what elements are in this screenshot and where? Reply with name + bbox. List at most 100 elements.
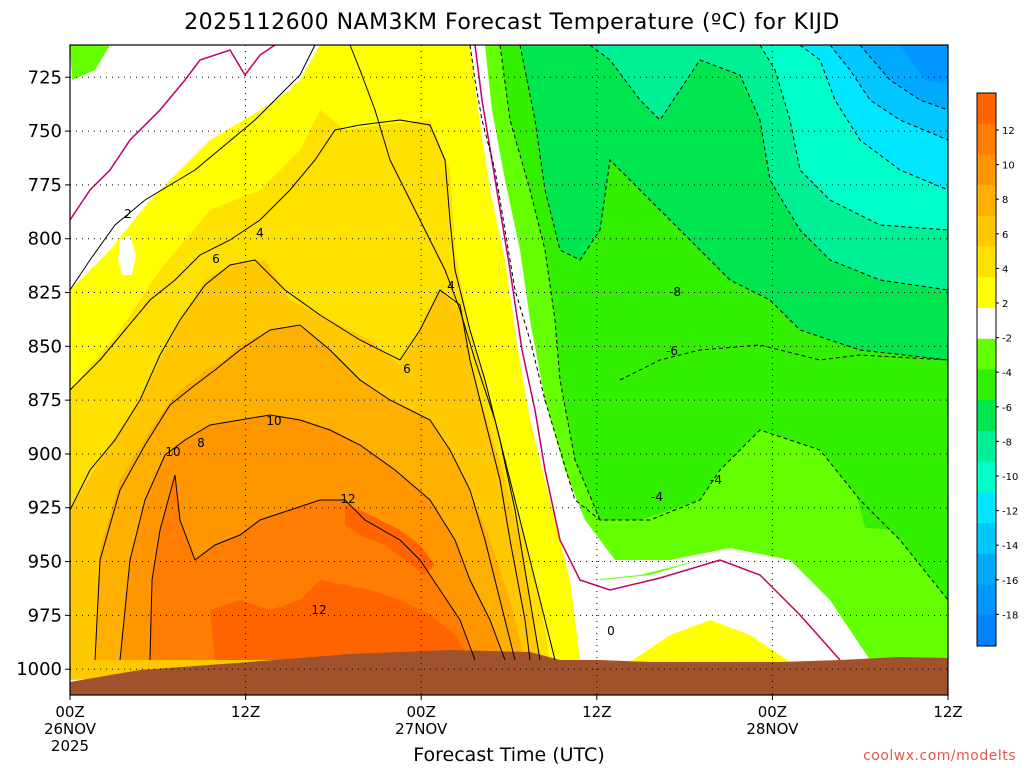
colorbar-label: -2 (1002, 334, 1012, 345)
y-tick-label: 975 (28, 605, 62, 626)
colorbar-label: 10 (1002, 161, 1015, 172)
y-tick-label: 875 (28, 390, 62, 411)
colorbar-swatch (977, 584, 996, 616)
contour-labels: 2 4 6 4 6 8 10 10 12 12 0 -8 -6 -4 -4 (124, 207, 722, 638)
contour-12-line (149, 474, 476, 661)
contour-label: 4 (256, 226, 264, 240)
x-tick-label: 00Z (758, 703, 787, 721)
colorbar-swatch (977, 154, 996, 186)
x-date-label: 28NOV (746, 720, 799, 738)
x-date-label: 26NOV (44, 720, 97, 738)
contour-6-line (69, 259, 531, 661)
x-tick-label: 00Z (55, 703, 84, 721)
contour-label: 12 (340, 492, 355, 506)
x-tick-label: 12Z (231, 703, 260, 721)
colorbar-label: -10 (1002, 472, 1018, 483)
region-green-blob-2 (642, 412, 668, 490)
colorbar-swatch (977, 246, 996, 278)
region-plus12b (210, 580, 470, 660)
y-tick-label: 775 (28, 175, 62, 196)
y-tick-label: 800 (28, 229, 62, 250)
region-minus20 (900, 45, 948, 85)
contour-label: 4 (447, 279, 455, 293)
y-tick-label: 1000 (16, 659, 62, 680)
colorbar-frame (976, 92, 997, 647)
grid (70, 45, 948, 695)
x-tick-label: 00Z (407, 703, 436, 721)
contour-label: -4 (710, 473, 722, 487)
colorbar-label: -6 (1002, 403, 1012, 414)
y-tick-label: 950 (28, 552, 62, 573)
colorbar-swatch (977, 523, 996, 555)
plot-frame (69, 44, 949, 696)
contour-label: 2 (124, 207, 132, 221)
contour-minus16-line (829, 44, 949, 141)
contour-minus14-line (799, 44, 949, 191)
y-tick-label: 850 (28, 336, 62, 357)
colorbar-label: 2 (1002, 299, 1008, 310)
colorbar-swatch (977, 93, 996, 125)
contour-label: 6 (403, 362, 411, 376)
x-axis-label: Forecast Time (UTC) (413, 744, 604, 766)
colorbar-swatch (977, 123, 996, 155)
x-year-label: 2025 (51, 737, 89, 755)
x-tick-label: 12Z (933, 703, 962, 721)
contour-8-line (94, 324, 516, 661)
region-upper-left-white-2 (118, 235, 136, 275)
colorbar-swatch (977, 215, 996, 248)
x-date-label: 27NOV (395, 720, 448, 738)
region-upper-left-white (70, 45, 310, 235)
colorbar-label: -16 (1002, 576, 1018, 587)
region-warm-nose (630, 620, 790, 662)
temperature-field (70, 45, 948, 695)
colorbar-swatch (977, 185, 996, 217)
credit-link[interactable]: coolwx.com/modelts (863, 748, 1016, 764)
x-tick-label: 12Z (582, 703, 611, 721)
contour-label: -6 (666, 344, 678, 358)
y-tick-label: 825 (28, 283, 62, 304)
colorbar-label: 4 (1002, 264, 1008, 275)
colorbar-label: -4 (1002, 368, 1012, 379)
contour-label: 12 (311, 603, 326, 617)
contour-label: -8 (669, 285, 681, 299)
contour-label: 6 (212, 252, 220, 266)
colorbar-swatch (977, 400, 996, 432)
colorbar: 12 10 8 6 4 2 -2 -4 -6 -8 -10 -12 -14 -16 -18 (976, 92, 1018, 647)
contour-10-line (119, 414, 506, 661)
colorbar-swatch (977, 430, 996, 463)
colorbar-swatch (977, 308, 996, 340)
contour-minus18-line (859, 44, 949, 111)
colorbar-label: 12 (1002, 126, 1015, 137)
x-axis: 00Z 12Z 00Z 12Z 00Z 12Z 26NOV 27NOV 28NOV 2025 (44, 695, 963, 755)
chart-title: 2025112600 NAM3KM Forecast Temperature (… (184, 10, 840, 35)
colorbar-label: 8 (1002, 195, 1008, 206)
colorbar-label: -18 (1002, 610, 1018, 621)
colorbar-swatch (977, 338, 996, 370)
contour-label: 0 (607, 624, 615, 638)
contour-label: -4 (651, 490, 663, 504)
colorbar-swatch (977, 277, 996, 309)
colorbar-label: -14 (1002, 541, 1018, 552)
y-tick-label: 725 (28, 67, 62, 88)
terrain (70, 650, 948, 695)
region-green-blob (855, 462, 918, 530)
contour-minus8-line (519, 44, 949, 361)
y-tick-label: 750 (28, 121, 62, 142)
contour-label: 10 (165, 445, 180, 459)
y-tick-label: 925 (28, 498, 62, 519)
colorbar-swatch (977, 615, 996, 647)
colorbar-swatch (977, 492, 996, 524)
contour-minus4-line (469, 44, 949, 601)
contour-minus10-line (589, 44, 949, 291)
colorbar-swatch (977, 553, 996, 586)
contour-2-line (69, 44, 556, 661)
colorbar-label: -12 (1002, 507, 1018, 518)
contour-label: 8 (197, 436, 205, 450)
y-tick-label: 900 (28, 444, 62, 465)
contour-label: 10 (266, 414, 281, 428)
contour-minus6-line (499, 44, 949, 521)
contour-minus12-line (759, 44, 949, 231)
colorbar-swatch (977, 369, 996, 401)
y-axis: 725 750 775 800 825 850 875 900 925 950 975 1000 (16, 67, 70, 680)
